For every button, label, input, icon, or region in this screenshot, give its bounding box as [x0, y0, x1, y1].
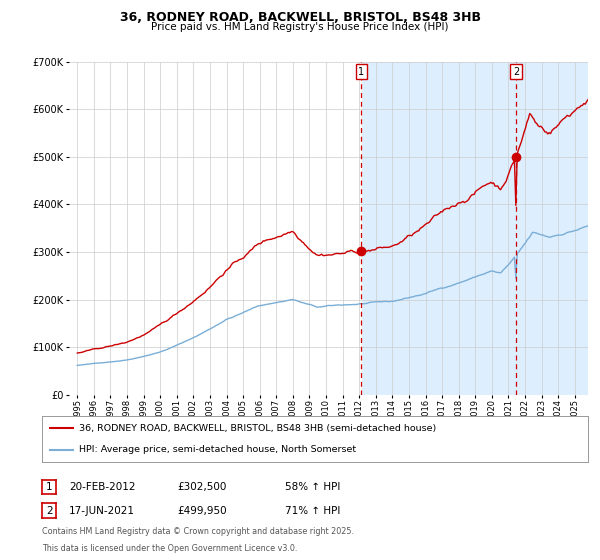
- Text: HPI: Average price, semi-detached house, North Somerset: HPI: Average price, semi-detached house,…: [79, 445, 356, 454]
- Text: Price paid vs. HM Land Registry's House Price Index (HPI): Price paid vs. HM Land Registry's House …: [151, 22, 449, 32]
- Text: 1: 1: [358, 67, 364, 77]
- Text: £499,950: £499,950: [177, 506, 227, 516]
- Text: 36, RODNEY ROAD, BACKWELL, BRISTOL, BS48 3HB (semi-detached house): 36, RODNEY ROAD, BACKWELL, BRISTOL, BS48…: [79, 424, 436, 433]
- Text: 2: 2: [46, 506, 53, 516]
- Bar: [69, 62, 588, 395]
- Text: 58% ↑ HPI: 58% ↑ HPI: [285, 482, 340, 492]
- Text: 36, RODNEY ROAD, BACKWELL, BRISTOL, BS48 3HB: 36, RODNEY ROAD, BACKWELL, BRISTOL, BS48…: [119, 11, 481, 24]
- Text: This data is licensed under the Open Government Licence v3.0.: This data is licensed under the Open Gov…: [42, 544, 298, 553]
- Text: 17-JUN-2021: 17-JUN-2021: [69, 506, 135, 516]
- Text: 2: 2: [513, 67, 519, 77]
- Text: 20-FEB-2012: 20-FEB-2012: [69, 482, 136, 492]
- Text: £302,500: £302,500: [177, 482, 226, 492]
- Bar: [69, 62, 361, 395]
- Text: Contains HM Land Registry data © Crown copyright and database right 2025.: Contains HM Land Registry data © Crown c…: [42, 527, 354, 536]
- Text: 71% ↑ HPI: 71% ↑ HPI: [285, 506, 340, 516]
- Text: 1: 1: [46, 482, 53, 492]
